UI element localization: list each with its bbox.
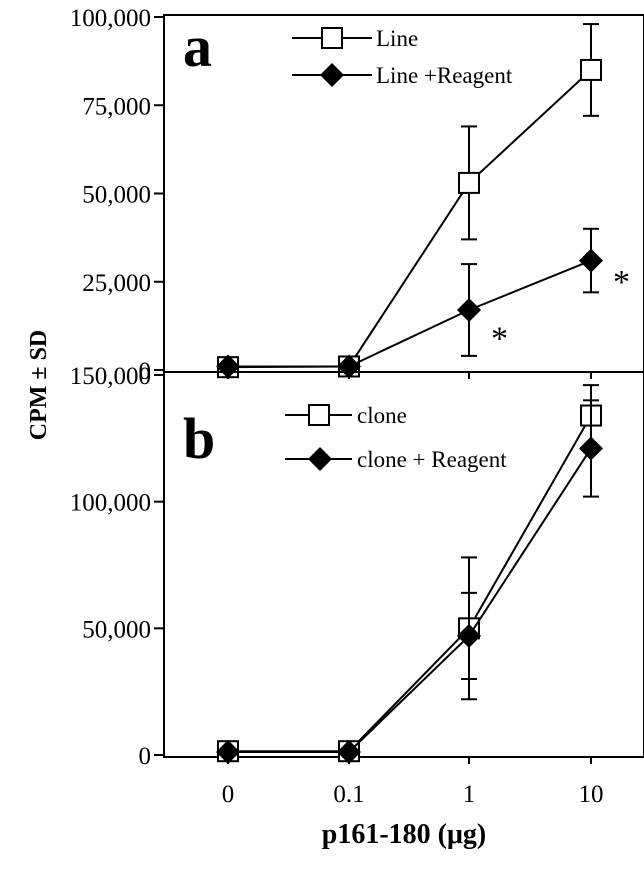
panel-a-annotations: **: [491, 264, 630, 357]
panel-b-letter: b: [183, 406, 215, 471]
panel-a-ytick-label: 0: [139, 358, 152, 385]
series-line-line: [227, 69, 592, 369]
x-axis-label: p161-180 (μg): [322, 819, 486, 850]
significance-asterisk: *: [491, 321, 508, 358]
x-tick-labels: 0 0.1 1 10: [222, 781, 604, 808]
legend-label-line: Line: [376, 26, 418, 51]
panel-b-y-axis: 0 50,000 100,000 150,000: [70, 363, 164, 770]
panel-b-ytick-label: 50,000: [82, 616, 151, 643]
panel-a-ytick-label: 100,000: [70, 5, 151, 32]
legend-label-clone-reagent: clone + Reagent: [357, 447, 507, 472]
panel-b-series: [216, 384, 603, 764]
data-point-clone-reagent: [579, 436, 603, 461]
data-point-line: [458, 171, 480, 194]
data-point-clone-reagent: [457, 623, 481, 648]
legend-label-line-reagent: Line +Reagent: [376, 63, 513, 88]
panel-b-ytick-label: 150,000: [70, 363, 151, 390]
y-axis-label: CPM ± SD: [26, 330, 52, 441]
panel-b: b 0 50,000 100,000 150,000 clone clone + Re…: [70, 363, 644, 770]
panel-b-ytick-label: 100,000: [70, 490, 151, 517]
data-point-clone-reagent: [216, 739, 240, 764]
legend-label-clone: clone: [357, 403, 407, 428]
x-tick-label: 0.1: [333, 781, 364, 808]
panel-b-legend: clone clone + Reagent: [285, 403, 507, 472]
data-point-line-reagent: [579, 248, 603, 273]
panel-a-legend: Line Line +Reagent: [292, 26, 513, 88]
x-tick-label: 0: [222, 781, 235, 808]
panel-a-letter: a: [183, 14, 212, 79]
legend-marker-filled-diamond: [308, 447, 332, 471]
data-point-line-reagent: [457, 297, 481, 322]
legend-marker-open-square: [308, 404, 330, 426]
legend-marker-open-square: [321, 27, 343, 49]
panel-a-y-axis: 0 25,000 50,000 75,000 100,000: [70, 5, 164, 385]
panel-a-ytick-label: 25,000: [82, 270, 151, 297]
panel-a-ytick-label: 50,000: [82, 182, 151, 209]
panel-b-frame: [163, 371, 644, 758]
data-point-clone-reagent: [337, 739, 361, 764]
panel-b-ytick-label: 0: [139, 743, 152, 770]
series-line-clone-reagent: [228, 447, 592, 753]
series-line-line-reagent: [228, 259, 592, 368]
data-point-line: [580, 58, 602, 81]
x-tick-label: 1: [463, 781, 476, 808]
significance-asterisk: *: [613, 264, 630, 301]
x-tick-label: 10: [579, 781, 604, 808]
panel-a-ytick-label: 75,000: [82, 93, 151, 120]
legend-marker-filled-diamond: [320, 63, 344, 87]
